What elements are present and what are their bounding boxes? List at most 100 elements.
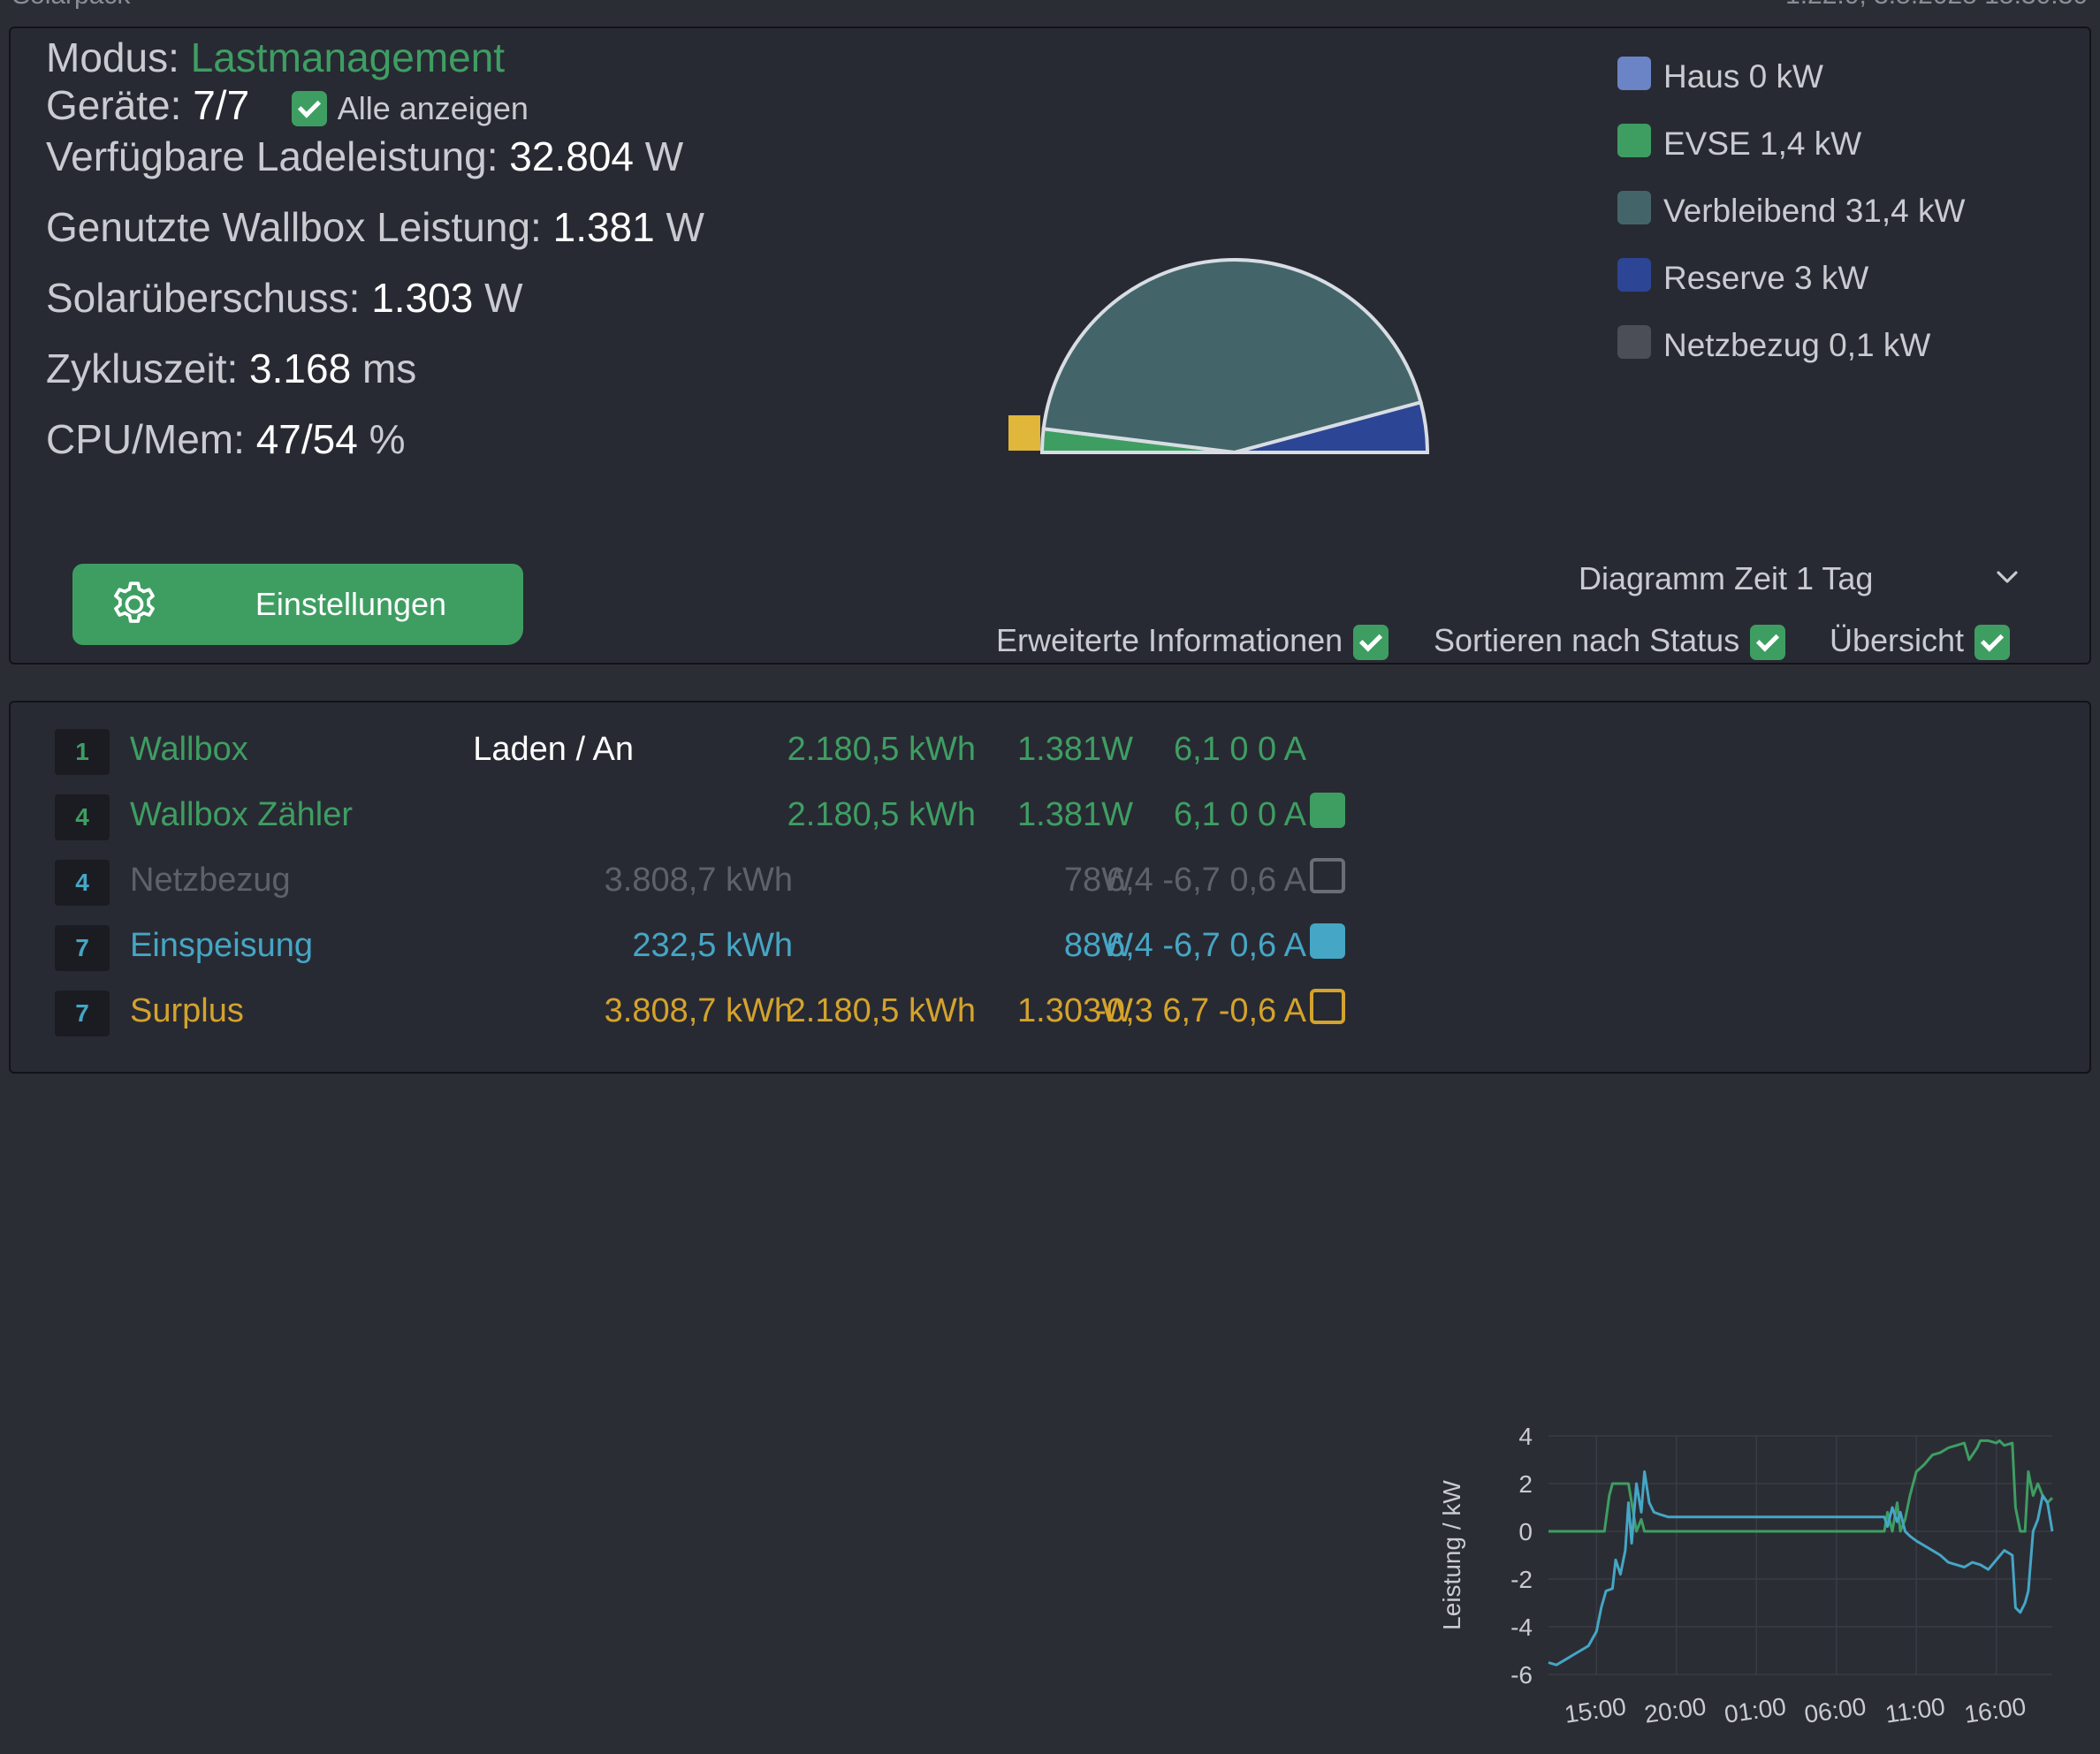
gauge-overflow-segment: [1008, 415, 1040, 451]
y-tick-label: 0: [1518, 1518, 1533, 1545]
mode-label: Modus:: [46, 34, 179, 80]
sort-status-checkbox[interactable]: [1750, 625, 1786, 661]
device-badge: 1: [55, 729, 110, 775]
option-sort-status: Sortieren nach Status: [1434, 622, 1786, 661]
device-badge: 4: [55, 860, 110, 906]
extended-info-checkbox[interactable]: [1353, 625, 1389, 661]
device-status: Laden / An: [473, 731, 634, 768]
devices-panel: 1 Wallbox Laden / An 2.180,5 kWh 1.381W 6,1 0…: [9, 701, 2091, 1728]
mode-line: Modus: Lastmanagement: [46, 34, 505, 81]
option-overview: Übersicht: [1830, 622, 2011, 661]
power-chart: 4 2 0 -2 -4 -6 15:00 20:00 01:00 06:00 11:00 16:00 L…: [1438, 1423, 2054, 1728]
device-row[interactable]: 1 Wallbox Laden / An 2.180,5 kWh 1.381W 6,1 0…: [11, 722, 1389, 784]
device-currents: -0,3 6,7 -0,6 A: [1095, 992, 1306, 1029]
legend-item-netzbezug[interactable]: Netzbezug 0,1 kW: [1617, 325, 1931, 364]
extended-info-label: Erweiterte Informationen: [996, 622, 1343, 658]
device-name[interactable]: Surplus: [130, 992, 244, 1029]
power-gauge: [1008, 258, 1430, 455]
cycle-time-label: Zykluszeit:: [46, 345, 239, 391]
available-power-unit: W: [644, 133, 684, 179]
device-currents: 6,4 -6,7 0,6 A: [1106, 862, 1306, 899]
device-power: 1.303W: [1017, 992, 1133, 1029]
top-bar: Solarpack 1.22.0, 3.5.2025 15:30:30: [0, 0, 2100, 19]
devices-value: 7/7: [193, 82, 250, 128]
show-all-label: Alle anzeigen: [337, 89, 529, 126]
device-energy1: 3.808,7 kWh: [604, 862, 793, 899]
legend-label: EVSE 1,4 kW: [1663, 125, 1862, 162]
sort-status-label: Sortieren nach Status: [1434, 622, 1740, 658]
device-name[interactable]: Wallbox Zähler: [130, 796, 354, 833]
device-power: 1.381W: [1017, 731, 1133, 768]
device-energy2: 2.180,5 kWh: [787, 992, 976, 1029]
x-tick-label: 15:00: [1563, 1692, 1628, 1727]
legend-label: Verbleibend 31,4 kW: [1663, 193, 1966, 229]
legend-item-haus[interactable]: Haus 0 kW: [1617, 57, 1823, 95]
device-power: 88W: [1063, 927, 1133, 964]
available-power-line: Verfügbare Ladeleistung: 32.804 W: [46, 133, 683, 180]
gauge-segment-verbleibend: [1041, 258, 1423, 455]
cpu-mem-unit: %: [369, 416, 406, 462]
legend-swatch: [1617, 124, 1651, 158]
device-name[interactable]: Netzbezug: [130, 862, 291, 899]
legend-swatch: [1617, 191, 1651, 225]
show-all-checkbox[interactable]: [291, 90, 327, 126]
device-toggle[interactable]: [1310, 858, 1345, 893]
y-tick-label: 2: [1518, 1470, 1533, 1498]
mode-value: Lastmanagement: [190, 34, 506, 80]
device-energy1: 3.808,7 kWh: [604, 992, 793, 1029]
device-energy2: 2.180,5 kWh: [787, 731, 976, 768]
device-power: 1.381W: [1017, 796, 1133, 833]
app-title: Solarpack: [12, 0, 130, 11]
x-tick-label: 11:00: [1883, 1693, 1947, 1728]
version-info: 1.22.0, 3.5.2025 15:30:30: [1785, 0, 2088, 11]
legend-swatch: [1617, 325, 1651, 360]
legend-item-reserve[interactable]: Reserve 3 kW: [1617, 258, 1868, 297]
legend-label: Haus 0 kW: [1663, 58, 1823, 95]
gauge-segment-reserve: [1234, 399, 1430, 454]
device-row[interactable]: 4 Wallbox Zähler 2.180,5 kWh 1.381W 6,1 0 0 …: [11, 787, 1389, 849]
y-tick-label: 4: [1518, 1423, 1533, 1450]
device-badge: 4: [55, 794, 110, 840]
wallbox-power-value: 1.381: [552, 204, 655, 250]
chart-series-line: [1548, 1470, 2054, 1667]
device-toggle[interactable]: [1310, 793, 1345, 828]
cpu-mem-label: CPU/Mem:: [46, 416, 245, 462]
y-tick-label: -6: [1510, 1661, 1533, 1689]
legend-label: Netzbezug 0,1 kW: [1663, 327, 1931, 363]
device-row[interactable]: 4 Netzbezug 3.808,7 kWh 78W 6,4 -6,7 0,6 A: [11, 853, 1389, 915]
status-panel: Modus: Lastmanagement Geräte: 7/7 Alle a…: [9, 27, 2091, 664]
legend-item-evse[interactable]: EVSE 1,4 kW: [1617, 124, 1862, 163]
x-tick-label: 01:00: [1723, 1692, 1788, 1727]
device-name[interactable]: Wallbox: [130, 731, 248, 768]
solar-surplus-value: 1.303: [371, 275, 474, 321]
device-currents: 6,1 0 0 A: [1173, 796, 1306, 833]
device-name[interactable]: Einspeisung: [130, 927, 314, 964]
settings-button[interactable]: Einstellungen: [72, 564, 523, 645]
device-badge: 7: [55, 991, 110, 1036]
device-row[interactable]: 7 Surplus 3.808,7 kWh 2.180,5 kWh 1.303W -0,3…: [11, 983, 1389, 1045]
x-tick-label: 16:00: [1962, 1692, 2028, 1727]
available-power-value: 32.804: [509, 133, 634, 179]
legend-item-verbleibend[interactable]: Verbleibend 31,4 kW: [1617, 191, 1966, 230]
diagram-time-label: Diagramm Zeit 1 Tag: [1579, 560, 1874, 596]
device-power: 78W: [1063, 862, 1133, 899]
device-energy2: 2.180,5 kWh: [787, 796, 976, 833]
device-toggle[interactable]: [1310, 989, 1345, 1024]
y-axis-label: Leistung / kW: [1438, 1480, 1465, 1630]
devices-label: Geräte:: [46, 82, 182, 128]
wallbox-power-label: Genutzte Wallbox Leistung:: [46, 204, 542, 250]
diagram-time-select[interactable]: Diagramm Zeit 1 Tag: [1570, 555, 2038, 603]
devices-line: Geräte: 7/7 Alle anzeigen: [46, 81, 529, 129]
device-badge: 7: [55, 925, 110, 971]
solar-surplus-label: Solarüberschuss:: [46, 275, 361, 321]
device-toggle[interactable]: [1310, 923, 1345, 959]
cpu-mem-value: 47/54: [255, 416, 358, 462]
wallbox-power-unit: W: [666, 204, 704, 250]
x-tick-label: 06:00: [1803, 1692, 1868, 1727]
available-power-label: Verfügbare Ladeleistung:: [46, 133, 498, 179]
option-extended-info: Erweiterte Informationen: [996, 622, 1389, 661]
device-energy1: 232,5 kWh: [632, 927, 793, 964]
overview-checkbox[interactable]: [1974, 625, 2011, 661]
cycle-time-unit: ms: [361, 345, 417, 391]
device-row[interactable]: 7 Einspeisung 232,5 kWh 88W 6,4 -6,7 0,6 A: [11, 918, 1389, 980]
